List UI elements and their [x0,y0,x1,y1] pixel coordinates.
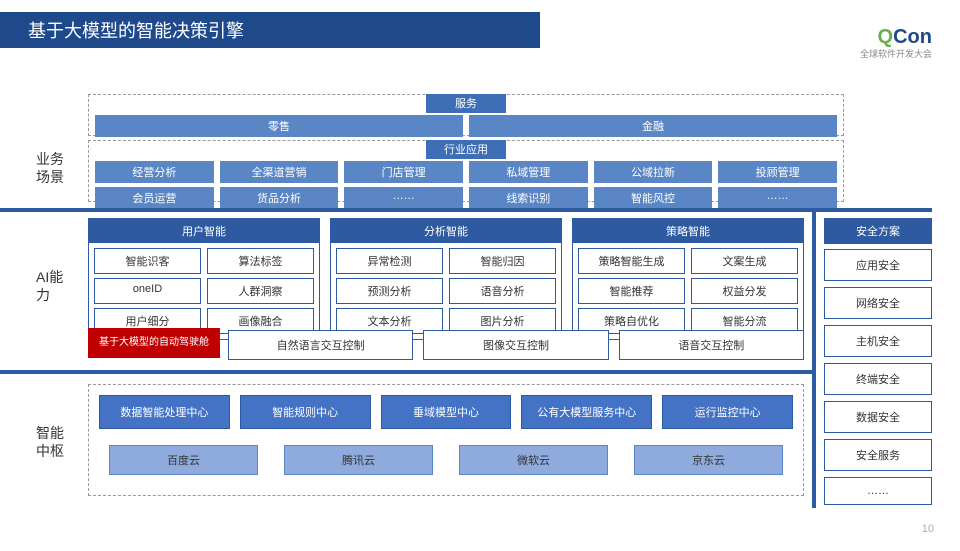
cell: 异常检测 [336,248,443,274]
cell: 权益分发 [691,278,798,304]
cell: 腾讯云 [284,445,433,475]
red-highlight: 基于大模型的自动驾驶舱 [88,328,220,358]
cell: 数据智能处理中心 [99,395,230,429]
service-item: 零售 [95,115,463,137]
cell: …… [718,187,837,209]
cell: 门店管理 [344,161,463,183]
cell: 数据安全 [824,401,932,433]
cell: 投顾管理 [718,161,837,183]
cell: 京东云 [634,445,783,475]
cell: 垂域模型中心 [381,395,512,429]
cell: 百度云 [109,445,258,475]
user-header: 用户智能 [89,219,319,243]
cell: 图像交互控制 [423,330,608,360]
ai-user-group: 用户智能 智能识客算法标签oneID人群洞察用户细分画像融合 [88,218,320,340]
logo-text: QCon [860,26,932,49]
cell: 终端安全 [824,363,932,395]
cell: 会员运营 [95,187,214,209]
security-group: 安全方案 [824,218,932,244]
security-header: 安全方案 [825,219,931,243]
cell: 微软云 [459,445,608,475]
cell: oneID [94,278,201,304]
apps-box: 行业应用 经营分析全渠道营销门店管理私域管理公域拉新投顾管理 会员运营货品分析…… [88,140,844,202]
cell: 智能推荐 [578,278,685,304]
cell: 智能识客 [94,248,201,274]
cell: 全渠道营销 [220,161,339,183]
cell: 私域管理 [469,161,588,183]
cell: 安全服务 [824,439,932,471]
cell: 策略智能生成 [578,248,685,274]
cell: 经营分析 [95,161,214,183]
strategy-header: 策略智能 [573,219,803,243]
cell: 智能规则中心 [240,395,371,429]
logo: QCon 全球软件开发大会 [860,26,932,60]
analysis-header: 分析智能 [331,219,561,243]
cell: 人群洞察 [207,278,314,304]
hub-box: 数据智能处理中心智能规则中心垂域模型中心公有大模型服务中心运行监控中心 百度云腾… [88,384,804,496]
divider-v [812,208,816,508]
title-bar: 基于大模型的智能决策引擎 [0,12,540,48]
cell: 智能归因 [449,248,556,274]
label-hub: 智能 中枢 [36,424,70,460]
cell: 公有大模型服务中心 [521,395,652,429]
divider [0,370,812,374]
cell: 主机安全 [824,325,932,357]
cell: 预测分析 [336,278,443,304]
services-box: 服务 零售 金融 [88,94,844,136]
cell: 文案生成 [691,248,798,274]
ai-strategy-group: 策略智能 策略智能生成文案生成智能推荐权益分发策略自优化智能分流 [572,218,804,340]
cell: …… [824,477,932,505]
cell: 算法标签 [207,248,314,274]
service-item: 金融 [469,115,837,137]
logo-subtitle: 全球软件开发大会 [860,47,932,60]
apps-header: 行业应用 [426,140,506,159]
cell: 语音分析 [449,278,556,304]
page-number: 10 [922,523,934,535]
label-ai: AI能力 [36,268,70,304]
cell: 网络安全 [824,287,932,319]
cell: 自然语言交互控制 [228,330,413,360]
cell: 智能风控 [594,187,713,209]
ai-analysis-group: 分析智能 异常检测智能归因预测分析语音分析文本分析图片分析 [330,218,562,340]
controls-row: 自然语言交互控制图像交互控制语音交互控制 [228,330,804,360]
cell: 公域拉新 [594,161,713,183]
cell: 货品分析 [220,187,339,209]
page-title: 基于大模型的智能决策引擎 [28,17,244,43]
label-biz: 业务 场景 [36,150,70,186]
cell: 语音交互控制 [619,330,804,360]
cell: 运行监控中心 [662,395,793,429]
services-header: 服务 [426,94,506,113]
cell: 应用安全 [824,249,932,281]
cell: …… [344,187,463,209]
divider [0,208,932,212]
cell: 线索识别 [469,187,588,209]
security-items: 应用安全网络安全主机安全终端安全数据安全安全服务 …… [824,249,932,505]
